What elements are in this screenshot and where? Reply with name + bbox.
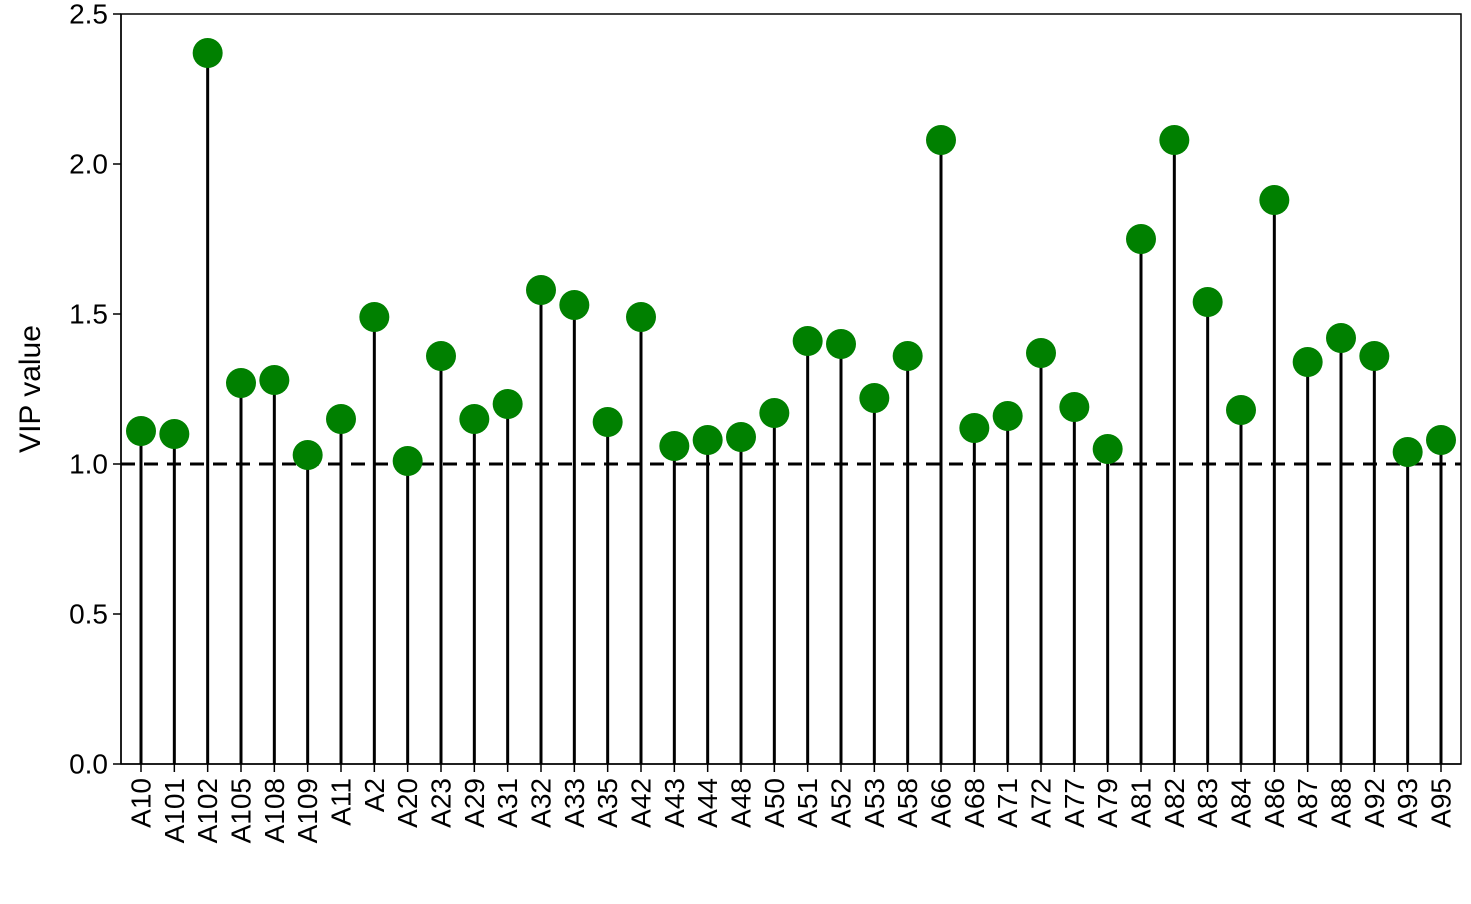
point-A51 xyxy=(792,326,823,356)
x-tick-label: A20 xyxy=(392,778,423,828)
point-A52 xyxy=(826,329,856,359)
x-tick-label: A42 xyxy=(626,778,657,828)
points xyxy=(126,38,1456,476)
y-tick-label: 0.0 xyxy=(69,749,108,780)
point-A48 xyxy=(726,422,756,452)
point-A77 xyxy=(1059,392,1090,422)
x-tick-label: A2 xyxy=(359,778,390,812)
point-A58 xyxy=(892,341,923,371)
x-tick-label: A101 xyxy=(159,778,190,843)
point-A102 xyxy=(192,38,223,68)
point-A83 xyxy=(1192,287,1223,317)
point-A35 xyxy=(592,407,623,437)
y-tick-label: 2.0 xyxy=(69,149,108,180)
point-A11 xyxy=(326,404,356,434)
x-tick-label: A93 xyxy=(1392,778,1423,828)
x-tick-label: A58 xyxy=(892,778,923,828)
point-A71 xyxy=(992,401,1023,431)
x-tick-label: A81 xyxy=(1126,778,1157,828)
point-A23 xyxy=(426,341,456,371)
x-tick-label: A43 xyxy=(659,778,690,828)
y-axis-title: VIP value xyxy=(14,325,47,453)
point-A79 xyxy=(1092,434,1123,464)
point-A109 xyxy=(292,440,323,470)
point-A68 xyxy=(959,413,990,443)
stems xyxy=(139,53,1443,764)
x-tick-label: A23 xyxy=(426,778,457,828)
point-A108 xyxy=(259,365,290,395)
point-A32 xyxy=(526,275,556,305)
point-A2 xyxy=(359,302,390,332)
point-A42 xyxy=(626,302,656,332)
x-tick-label: A29 xyxy=(459,778,490,828)
y-tick-label: 1.0 xyxy=(69,449,108,480)
x-tick-label: A95 xyxy=(1426,778,1457,828)
point-A101 xyxy=(159,419,190,449)
x-tick-label: A48 xyxy=(726,778,757,828)
y-tick-label: 0.5 xyxy=(69,599,108,630)
point-A86 xyxy=(1259,185,1290,215)
x-tick-label: A77 xyxy=(1059,778,1090,828)
x-tick-label: A86 xyxy=(1259,778,1290,828)
y-tick-label: 1.5 xyxy=(69,299,108,330)
x-tick-label: A52 xyxy=(826,778,857,828)
x-tick-label: A92 xyxy=(1359,778,1390,828)
x-tick-label: A32 xyxy=(526,778,557,828)
x-tick-label: A83 xyxy=(1192,778,1223,828)
point-A33 xyxy=(559,290,590,320)
x-tick-label: A72 xyxy=(1026,778,1057,828)
point-A84 xyxy=(1226,395,1256,425)
x-tick-label: A35 xyxy=(592,778,623,828)
x-tick-label: A79 xyxy=(1092,778,1123,828)
x-tick-label: A53 xyxy=(859,778,890,828)
x-tick-label: A109 xyxy=(292,778,323,843)
y-axis: 0.0 0.5 1.0 1.5 2.0 2.5 xyxy=(69,0,122,780)
x-tick-label: A108 xyxy=(259,778,290,843)
point-A92 xyxy=(1359,341,1390,371)
point-A50 xyxy=(759,398,790,428)
point-A87 xyxy=(1292,347,1323,377)
x-tick-label: A105 xyxy=(226,778,257,843)
x-tick-label: A84 xyxy=(1226,778,1257,828)
point-A53 xyxy=(859,383,890,413)
point-A31 xyxy=(492,389,523,419)
x-tick-label: A87 xyxy=(1292,778,1323,828)
x-tick-label: A66 xyxy=(926,778,957,828)
point-A82 xyxy=(1159,125,1190,155)
x-tick-label: A33 xyxy=(559,778,590,828)
x-tick-label: A11 xyxy=(326,778,357,826)
y-tick-label: 2.5 xyxy=(69,0,108,30)
point-A44 xyxy=(692,425,723,455)
point-A20 xyxy=(392,446,423,476)
x-tick-label: A51 xyxy=(792,778,823,828)
point-A29 xyxy=(459,404,490,434)
point-A72 xyxy=(1026,338,1056,368)
x-axis: A10 A101 A102 A105 A108 A109 A11 A2 A20 A23 A29 A31… xyxy=(121,763,1461,843)
point-A105 xyxy=(226,368,256,398)
point-A93 xyxy=(1392,437,1423,467)
x-tick-label: A82 xyxy=(1159,778,1190,828)
x-tick-label: A102 xyxy=(192,778,223,843)
x-tick-label: A10 xyxy=(126,778,157,828)
plot-panel-border xyxy=(120,13,1462,765)
x-tick-label: A50 xyxy=(759,778,790,828)
x-tick-label: A44 xyxy=(692,778,723,828)
point-A10 xyxy=(126,416,156,446)
x-tick-label: A71 xyxy=(992,778,1023,828)
point-A81 xyxy=(1126,224,1156,254)
point-A95 xyxy=(1426,425,1456,455)
x-tick-label: A68 xyxy=(959,778,990,828)
point-A43 xyxy=(659,431,690,461)
point-A66 xyxy=(926,125,956,155)
x-tick-label: A31 xyxy=(492,778,523,828)
point-A88 xyxy=(1326,323,1356,353)
x-tick-label: A88 xyxy=(1326,778,1357,828)
